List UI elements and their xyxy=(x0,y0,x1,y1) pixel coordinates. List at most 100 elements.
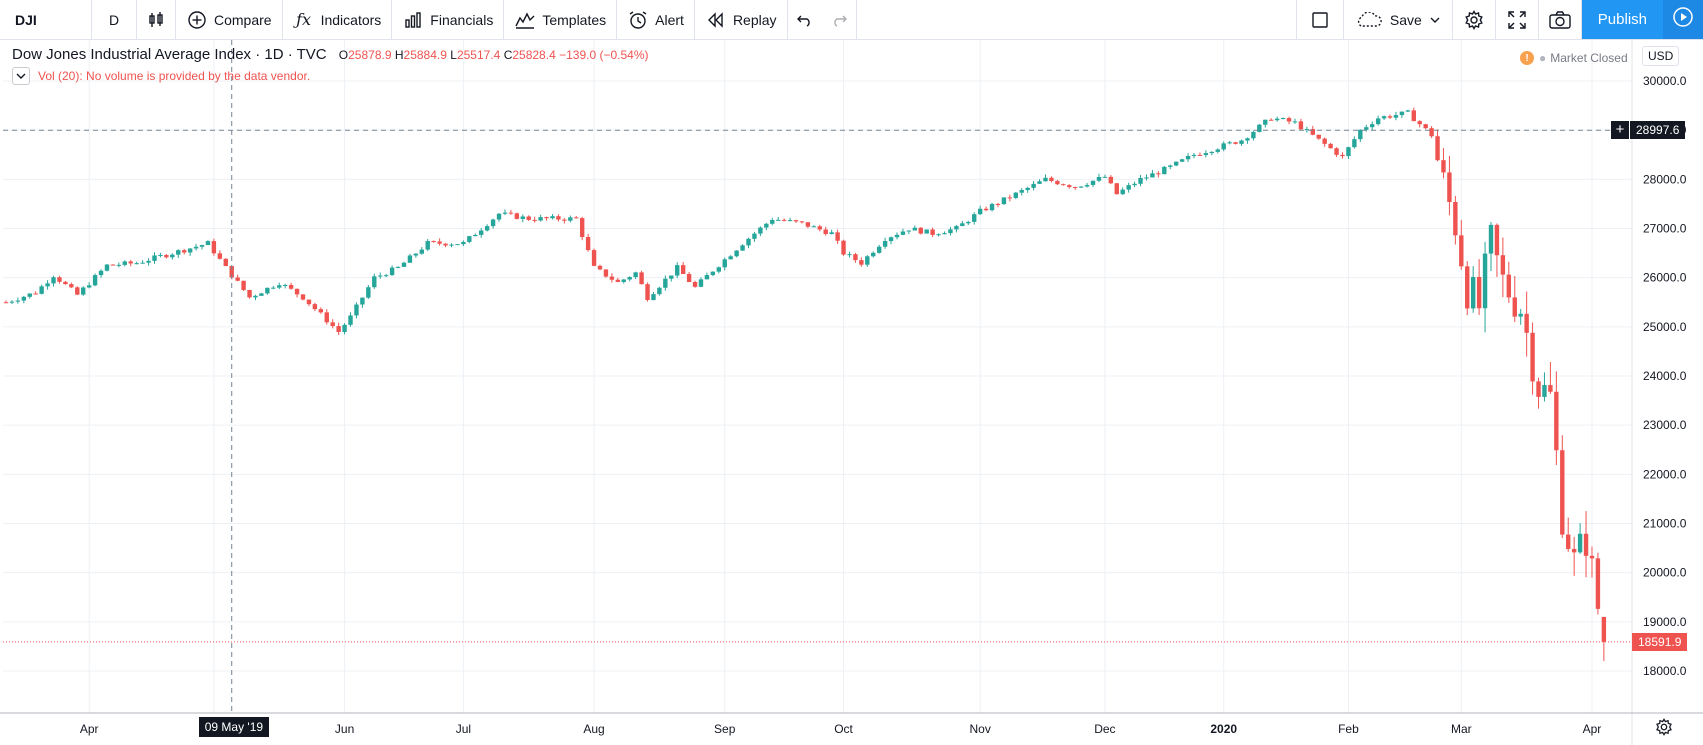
candle-body xyxy=(1399,111,1405,116)
candle-body xyxy=(9,301,15,303)
compare-label: Compare xyxy=(214,11,272,28)
candle-body xyxy=(591,250,597,266)
candle-body xyxy=(1417,121,1422,125)
candle-body xyxy=(1405,110,1411,112)
price-tick-label: 30000.0 xyxy=(1643,74,1687,88)
market-status[interactable]: ! ● Market Closed xyxy=(1520,51,1628,65)
candle-body xyxy=(1601,616,1607,642)
candle-body xyxy=(1078,186,1084,188)
candle-body xyxy=(942,233,947,235)
candle-body xyxy=(336,326,341,332)
price-tick-label: 19000.0 xyxy=(1643,615,1687,629)
currency-button[interactable]: USD xyxy=(1642,46,1680,66)
candle-body xyxy=(461,241,466,245)
candle-body xyxy=(419,249,424,254)
candle-body xyxy=(389,267,395,276)
candle-body xyxy=(568,217,573,221)
redo-button[interactable] xyxy=(822,0,857,39)
alert-button[interactable]: Alert xyxy=(617,0,695,39)
indicators-button[interactable]: ƒx Indicators xyxy=(283,0,393,39)
candle-body xyxy=(1530,332,1535,382)
publish-menu-button[interactable] xyxy=(1663,0,1703,39)
candle-body xyxy=(1055,180,1060,185)
candle-body xyxy=(698,279,704,287)
candle-body xyxy=(253,295,258,298)
candle-body xyxy=(758,227,763,234)
legend-title: Dow Jones Industrial Average Index · 1D … xyxy=(12,46,327,63)
candle-body xyxy=(835,232,840,241)
candle-body xyxy=(490,219,496,227)
fullscreen-button[interactable] xyxy=(1496,0,1539,39)
camera-icon xyxy=(1549,9,1571,31)
candle-body xyxy=(496,213,502,220)
candle-body xyxy=(603,269,609,277)
publish-button[interactable]: Publish xyxy=(1581,0,1663,39)
play-circle-icon xyxy=(1672,6,1694,33)
snapshot-button[interactable] xyxy=(1539,0,1582,39)
settings-button[interactable] xyxy=(1453,0,1496,39)
candle-body xyxy=(39,286,44,294)
time-tick-label: Mar xyxy=(1451,722,1472,736)
high-key: H xyxy=(394,48,404,62)
candle-body xyxy=(1435,136,1440,161)
undo-button[interactable] xyxy=(788,0,822,39)
chart-settings-button[interactable] xyxy=(1655,718,1673,741)
candle-body xyxy=(1316,134,1321,139)
chart-type-button[interactable] xyxy=(137,0,176,39)
candle-body xyxy=(407,255,413,263)
undo-icon xyxy=(794,9,816,31)
replay-button[interactable]: Replay xyxy=(695,0,788,39)
candle-body xyxy=(1304,129,1310,131)
interval-button[interactable]: D xyxy=(92,0,137,39)
bar-chart-icon xyxy=(402,9,424,31)
price-chart[interactable]: 18000.0 19000.0 20000.0 21000.0 22000.0 23000… xyxy=(0,40,1703,745)
candle-body xyxy=(1583,533,1589,556)
candle-body xyxy=(1090,180,1096,185)
candle-body xyxy=(1482,253,1488,309)
candle-body xyxy=(1375,118,1381,125)
templates-button[interactable]: Templates xyxy=(504,0,618,39)
compare-button[interactable]: Compare xyxy=(176,0,283,39)
candle-body xyxy=(692,281,698,287)
replay-label: Replay xyxy=(732,11,777,28)
candle-body xyxy=(722,259,727,268)
candle-body xyxy=(57,277,62,282)
candle-body xyxy=(615,279,621,282)
candle-body xyxy=(1548,385,1553,392)
candle-body xyxy=(811,226,817,228)
gear-icon xyxy=(1656,718,1672,736)
candle-body xyxy=(1447,172,1452,202)
top-toolbar: DJI D Compare ƒx Indicators Financials T… xyxy=(0,0,1703,40)
financials-button[interactable]: Financials xyxy=(392,0,505,39)
candle-body xyxy=(1043,177,1048,182)
candle-body xyxy=(378,275,383,277)
candle-body xyxy=(395,266,401,268)
last-price-label: 18591.9 xyxy=(1632,632,1688,651)
candle-body xyxy=(467,236,472,242)
candle-body xyxy=(247,289,252,298)
candle-body xyxy=(116,264,122,266)
candle-body xyxy=(1251,131,1256,139)
symbol-search-button[interactable]: DJI xyxy=(0,0,92,39)
candle-body xyxy=(657,287,662,295)
candle-body xyxy=(651,294,656,301)
close-value: 25828.4 xyxy=(512,48,556,62)
price-tick-label: 20000.0 xyxy=(1643,566,1687,580)
candle-body xyxy=(342,324,347,332)
candle-body xyxy=(140,262,145,264)
candle-body xyxy=(1132,183,1137,186)
candle-body xyxy=(449,244,454,246)
low-key: L xyxy=(450,48,457,62)
candle-body xyxy=(146,260,151,263)
candle-body xyxy=(550,216,555,219)
legend-collapse-button[interactable] xyxy=(12,67,30,85)
candle-body xyxy=(574,217,579,219)
candle-body xyxy=(170,254,175,258)
candle-body xyxy=(556,216,561,220)
time-tick-label: Sep xyxy=(714,722,736,736)
fullscreen-layout-button[interactable] xyxy=(1295,0,1344,39)
save-button[interactable]: Save xyxy=(1344,0,1453,39)
chevron-down-icon xyxy=(16,73,26,79)
crosshair-plus-button[interactable]: + xyxy=(1611,121,1629,140)
redo-icon xyxy=(828,9,850,31)
